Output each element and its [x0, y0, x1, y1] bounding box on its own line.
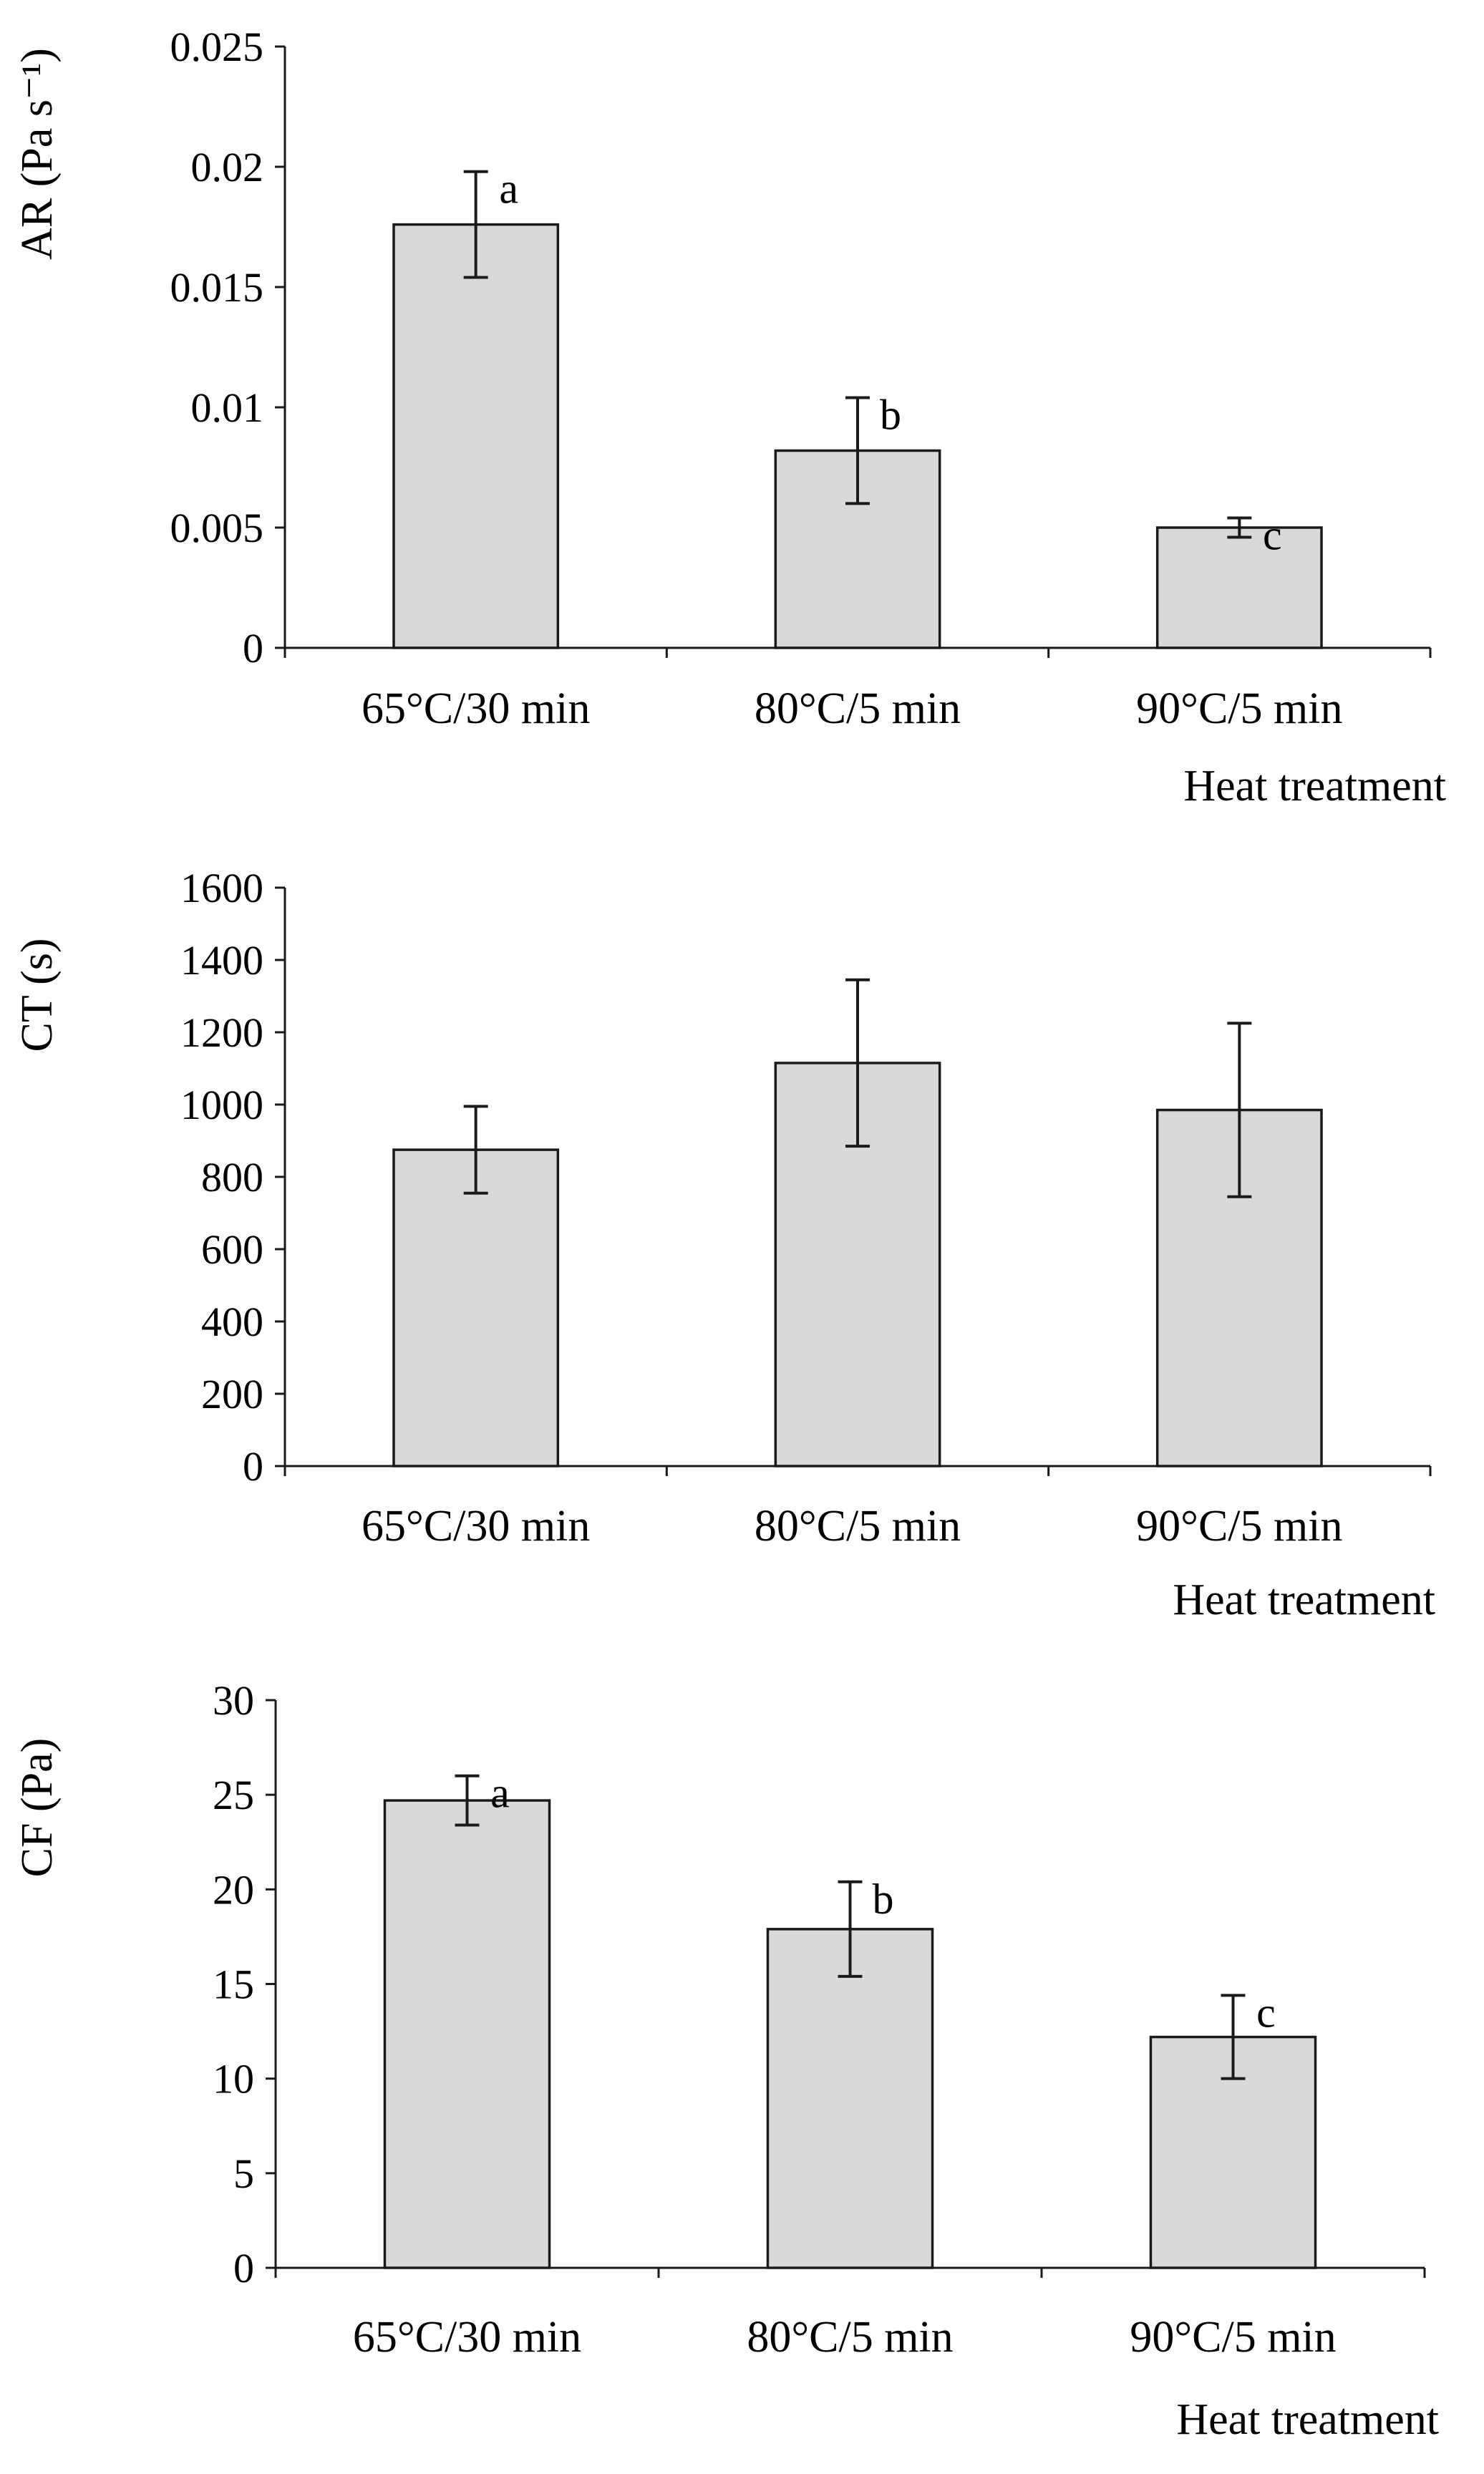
y-tick-label: 600 [201, 1226, 263, 1273]
significance-label: b [880, 392, 901, 439]
y-tick-label: 0 [243, 1443, 263, 1490]
x-axis-title: Heat treatment [1173, 1576, 1435, 1624]
y-tick-label: 1000 [180, 1082, 263, 1128]
category-label: 90°C/5 min [1136, 1502, 1342, 1551]
y-tick-label: 1600 [180, 865, 263, 911]
y-tick-label: 0 [233, 2245, 254, 2291]
bar [392, 1148, 560, 1468]
significance-label: c [1256, 1989, 1276, 2036]
y-tick-label: 5 [233, 2150, 254, 2197]
y-tick-label: 0.015 [170, 264, 264, 311]
y-tick-label: 200 [201, 1371, 263, 1417]
category-label: 90°C/5 min [1136, 684, 1342, 733]
chart-panel-1: a b c 0 0.005 0.01 0.015 0.02 0.025 65°C/30 min 80… [13, 24, 1446, 810]
category-label: 65°C/30 min [353, 2313, 581, 2362]
y-tick-label: 20 [213, 1866, 254, 1913]
y-tick-label: 0.02 [191, 144, 264, 190]
significance-label: a [499, 165, 518, 213]
y-axis-title: AR (Pa s⁻¹) [13, 48, 62, 260]
y-tick-label: 15 [213, 1961, 254, 2008]
significance-label: c [1263, 512, 1282, 559]
bar [383, 1799, 551, 2269]
category-label: 80°C/5 min [755, 684, 961, 733]
chart-panel-3: a b c 0 5 10 15 20 25 30 65°C/30 min 80°C/5 min 90°C… [13, 1677, 1439, 2444]
y-tick-label: 30 [213, 1677, 254, 1724]
category-label: 80°C/5 min [755, 1502, 961, 1551]
y-tick-label: 400 [201, 1299, 263, 1345]
x-axis-title: Heat treatment [1183, 762, 1446, 810]
bar [1155, 526, 1323, 649]
significance-label: a [490, 1770, 510, 1817]
y-tick-label: 10 [213, 2056, 254, 2102]
significance-label: b [873, 1876, 894, 1923]
bar [766, 1928, 934, 2269]
y-tick-label: 1400 [180, 937, 263, 984]
y-tick-label: 800 [201, 1154, 263, 1200]
y-axis-title: CT (s) [13, 938, 62, 1052]
y-tick-label: 1200 [180, 1009, 263, 1056]
category-label: 65°C/30 min [362, 1502, 590, 1551]
y-tick-label: 0.005 [170, 505, 264, 551]
chart-panel-2: 0 200 400 600 800 1000 1200 1400 1600 65°C/30 min… [13, 865, 1435, 1624]
y-tick-label: 0.01 [191, 384, 264, 431]
y-tick-label: 0.025 [170, 24, 264, 70]
bar [392, 223, 560, 649]
y-axis-title: CF (Pa) [13, 1738, 62, 1878]
category-label: 90°C/5 min [1130, 2313, 1336, 2362]
y-tick-label: 0 [243, 625, 263, 671]
y-tick-label: 25 [213, 1772, 254, 1818]
category-label: 80°C/5 min [747, 2313, 953, 2362]
category-label: 65°C/30 min [362, 684, 590, 733]
x-axis-title: Heat treatment [1176, 2395, 1439, 2444]
